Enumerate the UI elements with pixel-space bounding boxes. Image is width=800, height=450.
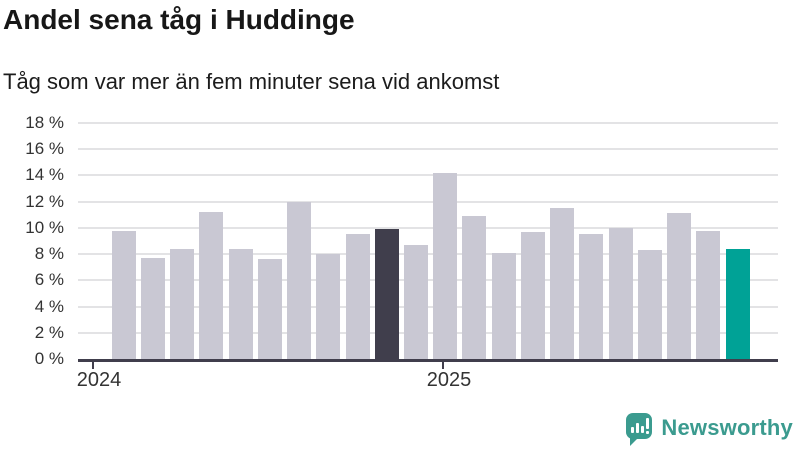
bar-chart-plot-area: 2024 2025 — [77, 122, 778, 391]
y-tick-label-6: 6 % — [34, 270, 64, 290]
x-tick-2024 — [92, 362, 94, 369]
bar-14 — [491, 252, 516, 359]
bar-19 — [637, 250, 662, 359]
gridline-4 — [78, 305, 778, 308]
gridline-2 — [78, 331, 778, 334]
icon-exclamation-stem — [646, 418, 650, 429]
icon-bar-2 — [636, 423, 640, 433]
chart-subtitle: Tåg som var mer än fem minuter sena vid … — [3, 69, 500, 94]
bar-1 — [111, 230, 136, 359]
bar-16 — [550, 208, 575, 359]
bar-15 — [520, 231, 545, 359]
bar-11 — [404, 244, 428, 359]
bar-8 — [316, 254, 341, 359]
x-tick-2025 — [442, 362, 444, 369]
icon-exclamation-dot — [646, 431, 650, 434]
bar-17 — [579, 234, 604, 359]
gridline-12 — [78, 200, 778, 203]
gridline-8 — [78, 253, 778, 256]
y-tick-label-10: 10 % — [25, 217, 64, 237]
page-title: Andel sena tåg i Huddinge — [3, 4, 355, 35]
y-tick-label-16: 16 % — [25, 139, 64, 159]
y-tick-label-2: 2 % — [34, 322, 64, 342]
x-axis-line — [78, 359, 778, 362]
bar-4 — [199, 212, 224, 359]
gridline-10 — [78, 226, 778, 229]
bar-6 — [257, 259, 282, 359]
y-tick-label-0: 0 % — [34, 349, 64, 368]
bar-10 — [374, 229, 399, 359]
speech-bubble-tail — [630, 438, 639, 446]
bar-chart-speech-bubble-icon — [626, 413, 653, 446]
bar-9 — [345, 234, 370, 359]
icon-bar-3 — [641, 426, 645, 433]
newsworthy-wordmark: Newsworthy — [661, 415, 793, 440]
bar-7 — [287, 201, 312, 359]
y-tick-label-4: 4 % — [34, 296, 64, 316]
gridline-16 — [78, 148, 778, 151]
bar-12 — [433, 172, 458, 359]
bar-5 — [228, 248, 253, 359]
gridline-6 — [78, 279, 778, 282]
newsworthy-logo[interactable]: Newsworthy — [626, 413, 793, 446]
bar-22 — [725, 248, 750, 359]
bar-3 — [170, 248, 195, 359]
x-tick-label-2025: 2025 — [426, 369, 472, 391]
icon-bar-1 — [631, 427, 635, 433]
bar-2 — [140, 258, 165, 359]
bar-21 — [696, 230, 721, 359]
gridline-18 — [78, 122, 778, 124]
bar-18 — [608, 227, 633, 359]
y-tick-label-12: 12 % — [25, 191, 64, 211]
x-tick-label-2024: 2024 — [76, 369, 122, 391]
y-tick-label-8: 8 % — [34, 244, 64, 264]
bar-13 — [462, 216, 487, 359]
gridline-14 — [78, 174, 778, 177]
y-tick-label-18: 18 % — [25, 113, 64, 132]
bar-20 — [667, 213, 692, 359]
y-tick-label-14: 14 % — [25, 165, 64, 185]
